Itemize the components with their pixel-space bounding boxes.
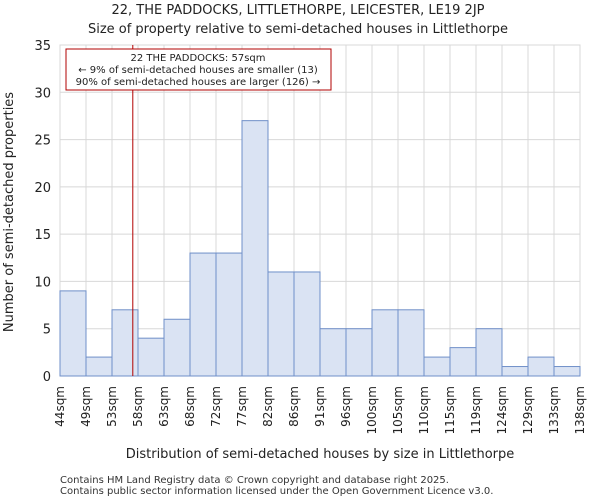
x-tick-label: 77sqm (235, 386, 249, 427)
histogram-bar (59, 290, 87, 377)
y-tick-label: 20 (34, 181, 51, 196)
annotation-smaller: ← 9% of semi-detached houses are smaller… (78, 65, 318, 76)
x-tick-label: 124sqm (495, 386, 509, 434)
chart-subtitle: Size of property relative to semi-detach… (88, 22, 508, 37)
histogram-bar (527, 356, 555, 377)
histogram-bar (475, 328, 503, 377)
histogram-bar (501, 366, 529, 377)
y-tick-label: 5 (43, 323, 51, 338)
histogram-bar (371, 309, 399, 377)
histogram-bar (85, 356, 113, 377)
x-axis-label: Distribution of semi-detached houses by … (126, 447, 515, 462)
x-axis-ticks: 44sqm 49sqm 53sqm 58sqm 63sqm 68sqm 72sqm 77sqm… (53, 386, 587, 434)
histogram-bar (345, 328, 373, 377)
histogram-bar (449, 347, 477, 377)
x-tick-label: 133sqm (547, 386, 561, 434)
histogram-bar (163, 318, 191, 377)
x-tick-label: 105sqm (391, 386, 405, 434)
x-tick-label: 58sqm (131, 386, 145, 427)
histogram-bar (137, 337, 165, 377)
y-axis-label: Number of semi-detached properties (2, 92, 17, 332)
chart-title: 22, THE PADDOCKS, LITTLETHORPE, LEICESTE… (112, 3, 485, 18)
y-tick-label: 10 (34, 275, 51, 290)
y-tick-label: 25 (34, 134, 51, 149)
x-tick-label: 115sqm (443, 386, 457, 434)
x-tick-label: 91sqm (313, 386, 327, 427)
footer-line-2: Contains public sector information licen… (60, 486, 493, 497)
histogram-bar (553, 366, 581, 377)
y-tick-label: 35 (34, 39, 51, 54)
annotation-title: 22 THE PADDOCKS: 57sqm (131, 53, 266, 64)
x-tick-label: 49sqm (79, 386, 93, 427)
bars (59, 120, 581, 377)
x-tick-label: 44sqm (53, 386, 67, 427)
x-tick-label: 82sqm (261, 386, 275, 427)
y-axis-ticks: 0 5 10 15 20 25 30 35 (34, 39, 51, 385)
histogram-bar (189, 252, 217, 377)
histogram-bar (319, 328, 347, 377)
histogram-bar (397, 309, 425, 377)
x-tick-label: 63sqm (157, 386, 171, 427)
x-tick-label: 68sqm (183, 386, 197, 427)
histogram-bar (111, 309, 139, 377)
x-tick-label: 119sqm (469, 386, 483, 434)
histogram-bar (267, 271, 295, 377)
x-tick-label: 100sqm (365, 386, 379, 434)
histogram-bar (423, 356, 451, 377)
x-tick-label: 72sqm (209, 386, 223, 427)
footer-line-1: Contains HM Land Registry data © Crown c… (60, 475, 449, 486)
y-tick-label: 30 (34, 86, 51, 101)
histogram-bar (241, 120, 269, 377)
x-tick-label: 86sqm (287, 386, 301, 427)
y-tick-label: 15 (34, 228, 51, 243)
x-tick-label: 129sqm (521, 386, 535, 434)
x-tick-label: 110sqm (417, 386, 431, 434)
x-tick-label: 138sqm (573, 386, 587, 434)
x-tick-label: 53sqm (105, 386, 119, 427)
annotation-box (65, 48, 332, 91)
y-tick-label: 0 (43, 370, 51, 385)
histogram-bar (293, 271, 321, 377)
annotation-larger: 90% of semi-detached houses are larger (… (76, 77, 321, 88)
x-tick-label: 96sqm (339, 386, 353, 427)
histogram-bar (215, 252, 243, 377)
